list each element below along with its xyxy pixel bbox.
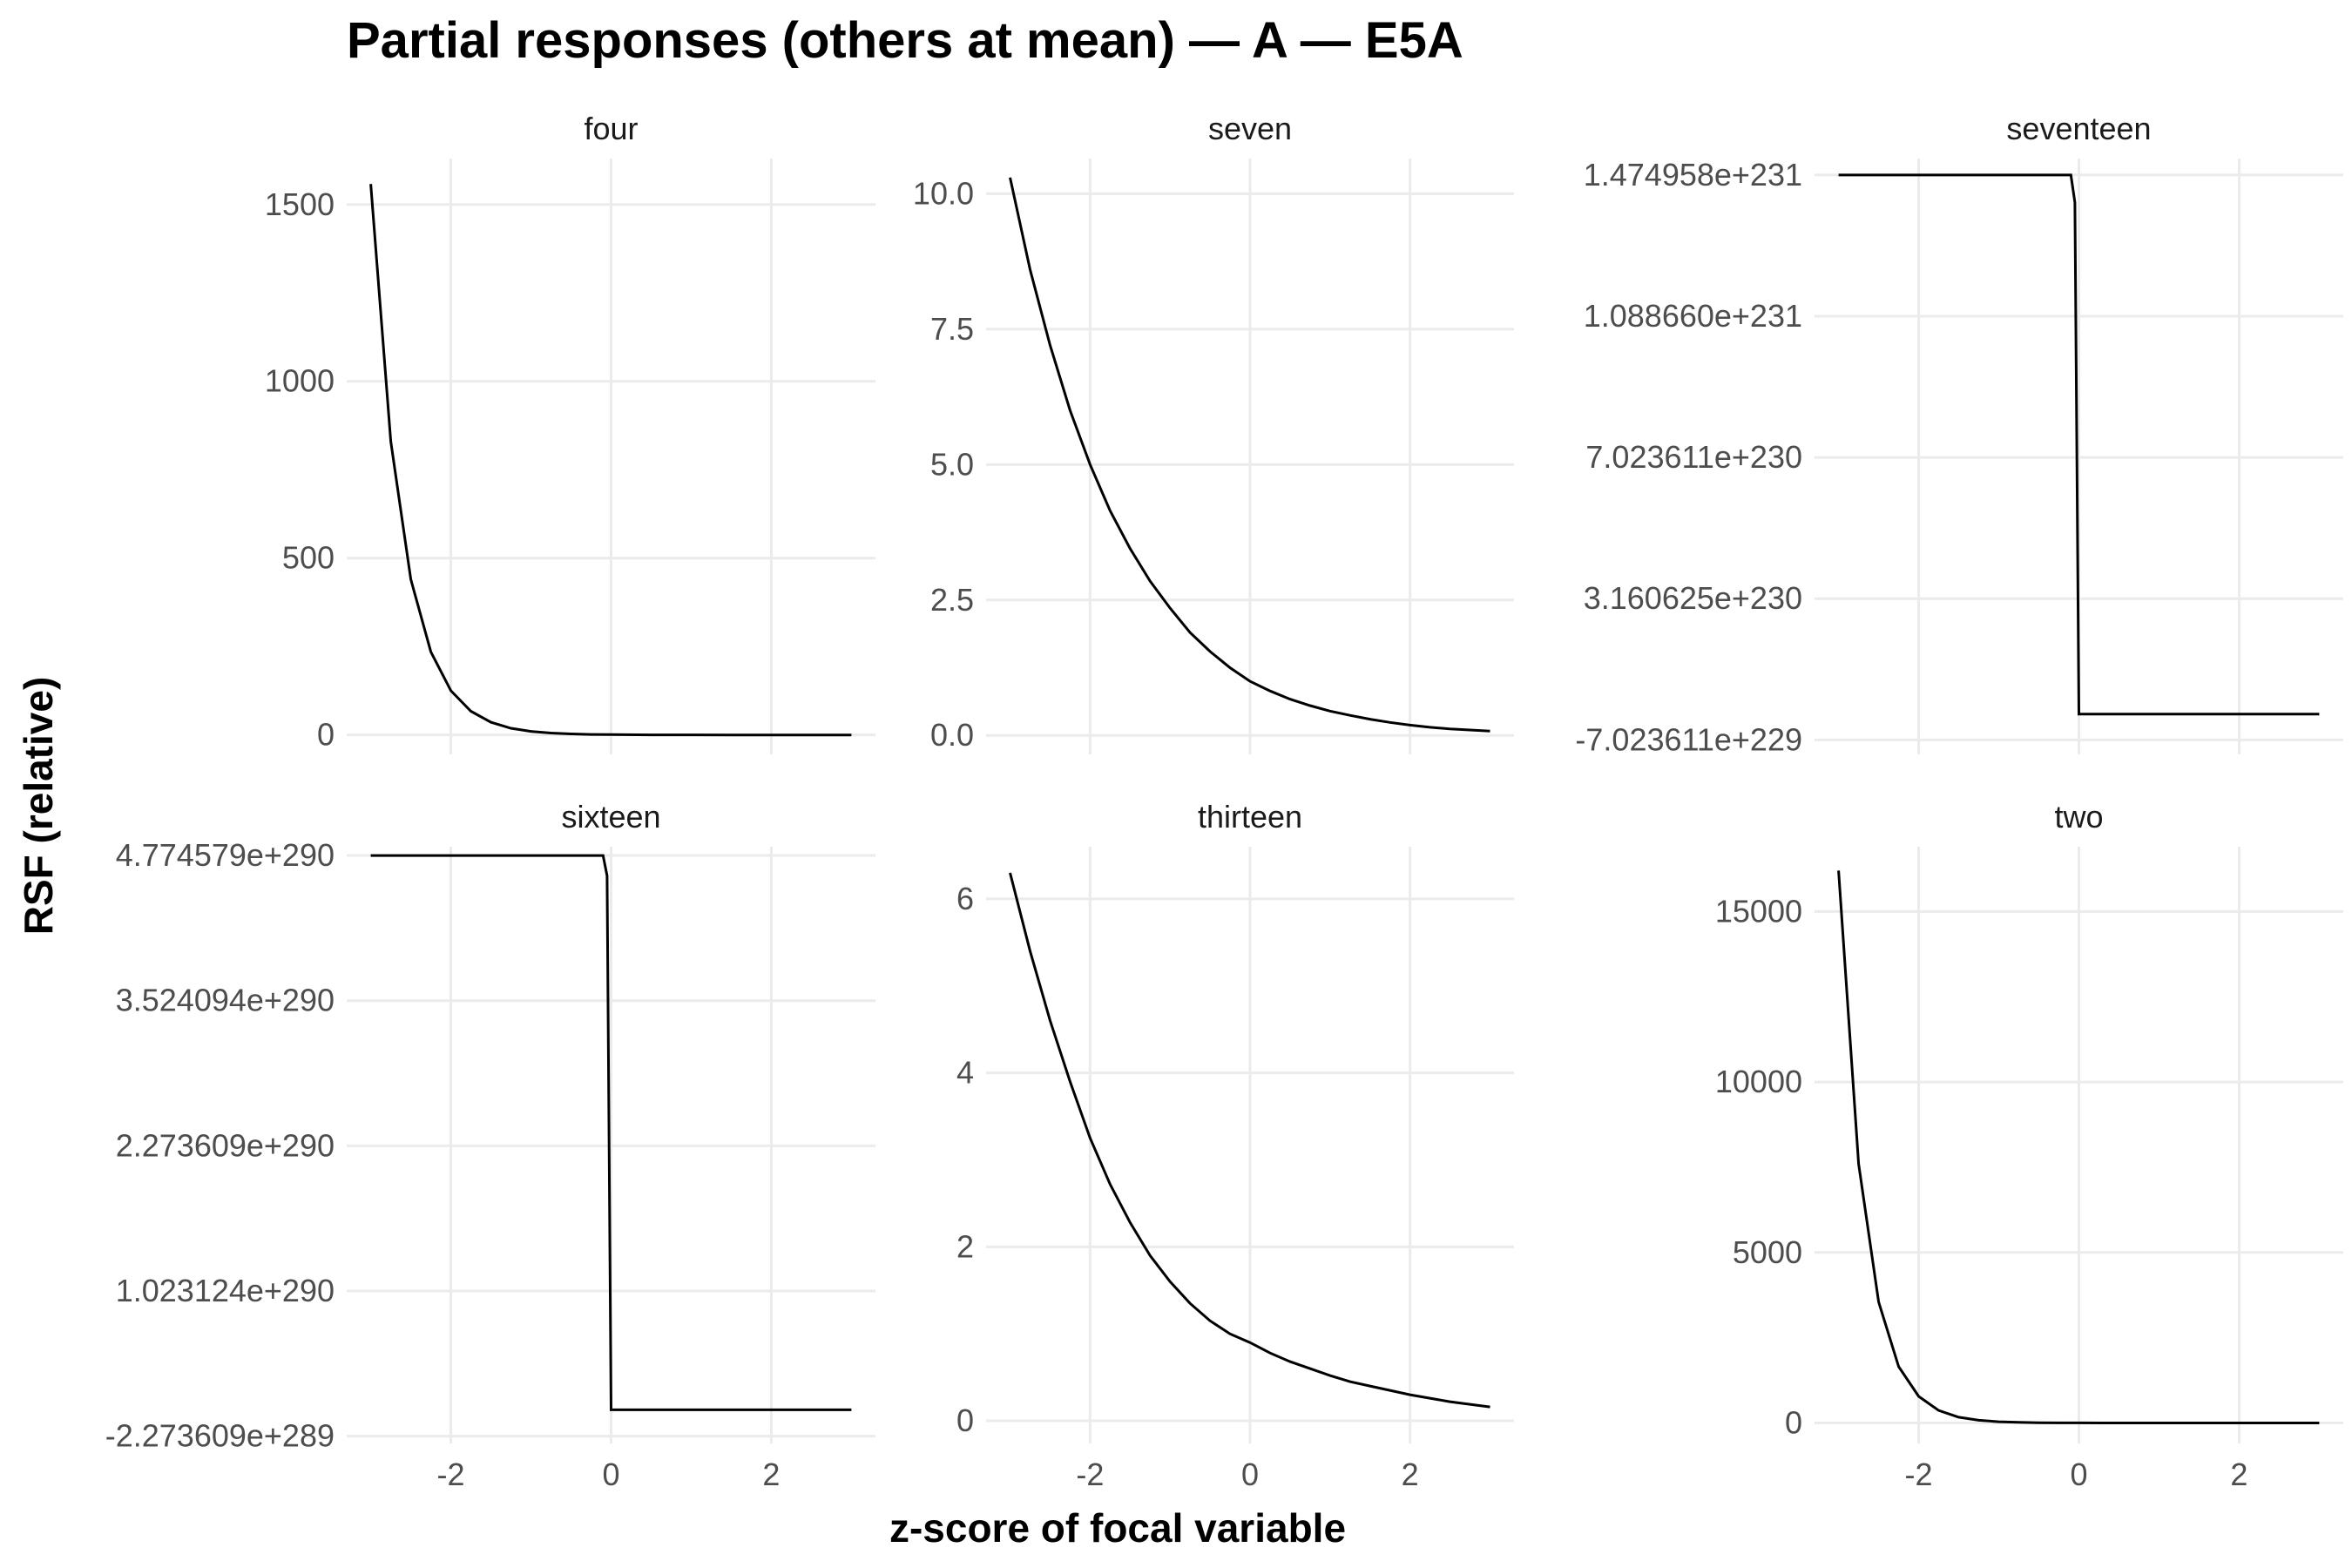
- y-tick-label: 0: [317, 717, 335, 753]
- panel-strip-label: thirteen: [1198, 799, 1302, 835]
- series-line-four: [369, 184, 852, 737]
- x-tick-label: 2: [762, 1456, 780, 1492]
- y-tick-label: 2.273609e+290: [116, 1127, 335, 1163]
- y-tick-label: 0: [956, 1402, 974, 1438]
- panel-four: four 0 500 1000 1500: [265, 111, 875, 754]
- x-tick-label: 2: [2230, 1456, 2247, 1492]
- y-tick-label: 0: [1785, 1405, 1802, 1441]
- y-tick-label: 5000: [1733, 1234, 1802, 1270]
- y-tick-label: -2.273609e+289: [105, 1418, 335, 1454]
- x-tick-label: 0: [1241, 1456, 1259, 1492]
- y-tick-label: 6: [956, 881, 974, 916]
- y-tick-label: 4: [956, 1055, 974, 1091]
- panel-two: two 0 5000 10000 15000 -2 0 2: [1715, 799, 2343, 1492]
- y-tick-label: 2.5: [930, 582, 974, 618]
- series-line-two: [1837, 870, 2320, 1424]
- y-tick-label: 0.0: [930, 717, 974, 753]
- y-tick-label: 1000: [265, 363, 335, 399]
- x-tick-label: 2: [1402, 1456, 1419, 1492]
- panel-strip-label: two: [2054, 799, 2103, 835]
- y-tick-label: 3.524094e+290: [116, 983, 335, 1018]
- series-line-seventeen: [1838, 173, 2320, 716]
- chart-title: Partial responses (others at mean) — A —…: [347, 12, 1463, 69]
- y-axis-title: RSF (relative): [16, 677, 61, 936]
- y-tick-label: 1500: [265, 186, 335, 222]
- x-tick-label: -2: [437, 1456, 465, 1492]
- y-tick-label: 1.088660e+231: [1584, 298, 1802, 334]
- panel-seventeen: seventeen -7.023611e+229 3.160625e+230 7.02…: [1575, 111, 2343, 757]
- series-line-seven: [1009, 177, 1490, 733]
- y-tick-label: 7.023611e+230: [1585, 439, 1802, 475]
- y-tick-label: -7.023611e+229: [1575, 721, 1802, 757]
- panel-thirteen: thirteen 0 2 4 6 -2 0 2: [956, 799, 1514, 1492]
- panel-strip-label: seventeen: [2006, 111, 2151, 146]
- y-tick-label: 4.774579e+290: [116, 837, 335, 873]
- y-tick-label: 15000: [1715, 893, 1802, 929]
- x-axis-title: z-score of focal variable: [889, 1505, 1346, 1551]
- y-tick-label: 3.160625e+230: [1584, 580, 1802, 616]
- y-tick-label: 2: [956, 1228, 974, 1264]
- x-tick-label: 0: [602, 1456, 619, 1492]
- y-tick-label: 1.023124e+290: [116, 1273, 335, 1308]
- y-tick-label: 10000: [1715, 1064, 1802, 1099]
- panel-strip-label: sixteen: [561, 799, 660, 835]
- x-tick-label: -2: [1905, 1456, 1933, 1492]
- x-tick-label: -2: [1076, 1456, 1104, 1492]
- y-tick-label: 5.0: [930, 446, 974, 482]
- x-tick-label: 0: [2070, 1456, 2087, 1492]
- y-tick-label: 7.5: [930, 311, 974, 347]
- series-line-sixteen: [370, 854, 852, 1411]
- y-tick-label: 1.474958e+231: [1584, 157, 1802, 193]
- panel-sixteen: sixteen -2.273609e+289 1.023124e+290 2.2736…: [105, 799, 875, 1492]
- panel-seven: seven 0.0 2.5 5.0 7.5 10.0: [913, 111, 1514, 754]
- series-line-thirteen: [1009, 872, 1490, 1409]
- panel-strip-label: seven: [1208, 111, 1292, 146]
- y-tick-label: 10.0: [913, 175, 974, 211]
- y-tick-label: 500: [282, 540, 335, 576]
- panel-strip-label: four: [584, 111, 638, 146]
